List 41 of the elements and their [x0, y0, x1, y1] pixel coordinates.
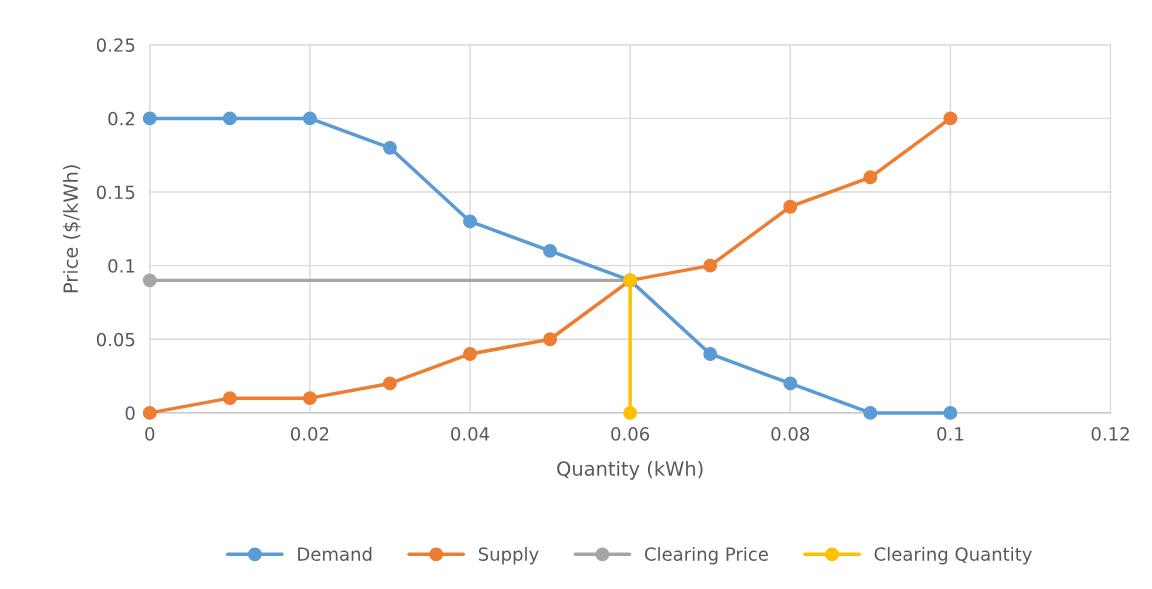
y-tick-label: 0.15 — [96, 185, 135, 200]
x-tick-label: 0.12 — [1091, 427, 1129, 441]
x-tick-label: 0 — [145, 427, 155, 441]
point — [222, 391, 237, 406]
legend-label: Demand — [298, 546, 372, 561]
legend-label: Clearing Price — [644, 546, 768, 565]
x-tick-label: 0.1 — [937, 427, 964, 441]
y-tick-label: 0.2 — [108, 111, 135, 126]
point — [222, 111, 237, 126]
y-tick-label: 0.25 — [96, 38, 135, 52]
point — [543, 243, 558, 258]
x-tick-label: 0.06 — [611, 427, 650, 441]
point — [863, 405, 878, 420]
y-axis-title: Price ($/kWh) — [62, 165, 81, 293]
point — [463, 347, 477, 361]
point — [142, 273, 157, 288]
point — [302, 111, 317, 126]
point — [703, 258, 718, 273]
x-tick-label: 0.04 — [451, 427, 490, 441]
legend-label: Supply — [478, 546, 539, 565]
point — [142, 111, 157, 126]
point — [302, 391, 317, 406]
point — [943, 405, 958, 420]
legend-label: Clearing Quantity — [874, 546, 1032, 565]
point — [943, 111, 958, 126]
x-tick-label: 0.02 — [290, 427, 329, 441]
x-axis-title: Quantity (kWh) — [557, 460, 703, 480]
point — [543, 332, 558, 347]
point — [863, 170, 878, 185]
x-tick-label: 0.08 — [771, 427, 810, 441]
point — [383, 140, 397, 155]
point — [463, 214, 477, 229]
point — [783, 199, 798, 214]
y-tick-label: 0.1 — [108, 259, 135, 273]
point — [783, 376, 798, 391]
point — [142, 405, 157, 420]
point — [383, 376, 397, 391]
point — [623, 405, 638, 420]
y-tick-label: 0 — [125, 406, 135, 421]
y-tick-label: 0.05 — [96, 332, 135, 347]
point — [703, 347, 718, 361]
